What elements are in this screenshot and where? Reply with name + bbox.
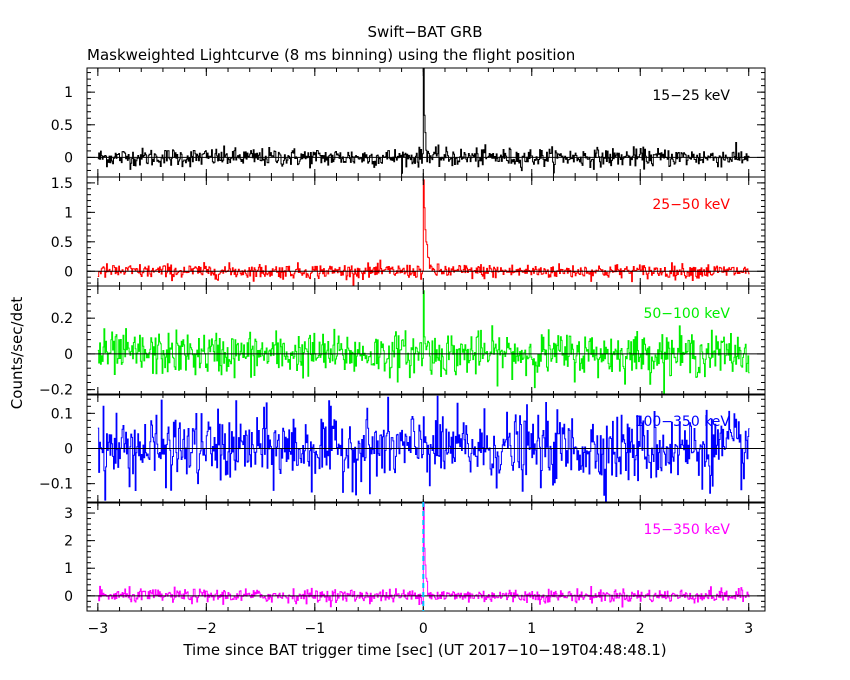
band-label: 50−100 keV (643, 306, 730, 322)
panel-4: −0.1 0 0.1 100−350 keV (39, 393, 766, 504)
y-tick-label: 1 (64, 561, 73, 577)
panel-frame (86, 285, 766, 396)
y-tick-label: 0.1 (51, 406, 73, 422)
y-tick-label: 0.5 (51, 118, 73, 134)
y-tick-label: 1 (64, 85, 73, 101)
y-tick-label: 1 (64, 205, 73, 221)
x-tick-label: 3 (744, 621, 753, 637)
series-line-4 (97, 395, 750, 502)
x-tick-label: −3 (88, 621, 109, 637)
series-line-2 (97, 179, 750, 286)
x-tick-label: 0 (419, 621, 428, 637)
y-tick-label: 0 (64, 589, 73, 605)
series-line-5 (97, 502, 750, 608)
panel-frame (86, 501, 766, 612)
y-tick-label: 0.5 (51, 235, 73, 251)
y-tick-label: −0.2 (39, 383, 73, 399)
panel-1: 0 0.5 1 15−25 keV (51, 67, 766, 178)
band-label: 15−25 keV (652, 88, 730, 104)
y-tick-label: 3 (64, 506, 73, 522)
x-tick-label: 2 (636, 621, 645, 637)
y-tick-label: 0 (64, 264, 73, 280)
x-tick-label: 1 (527, 621, 536, 637)
chart-subtitle: Maskweighted Lightcurve (8 ms binning) u… (87, 46, 575, 64)
band-label: 25−50 keV (652, 197, 730, 213)
y-tick-label: −0.1 (39, 477, 73, 493)
panel-5: 0 1 2 3 15−350 keV (64, 501, 766, 612)
x-axis: −3 −2 −1 0 1 2 3 (88, 621, 754, 637)
band-label: 100−350 keV (635, 414, 731, 430)
panel-2: 0 0.5 1 1.5 25−50 keV (51, 176, 766, 287)
panels-group: 0 0.5 1 15−25 keV 0 0.5 1 1.5 25−50 keV −0.2 0 0.2 5… (39, 67, 766, 612)
panel-3: −0.2 0 0.2 50−100 keV (39, 285, 766, 399)
chart-title: Swift−BAT GRB (367, 23, 482, 41)
x-axis-label: Time since BAT trigger time [sec] (UT 20… (182, 641, 666, 659)
band-label: 15−350 keV (643, 522, 730, 538)
y-tick-label: 0 (64, 442, 73, 458)
y-axis-label: Counts/sec/det (8, 297, 26, 410)
y-tick-label: 0 (64, 150, 73, 166)
y-tick-label: 2 (64, 534, 73, 550)
y-tick-label: 0 (64, 347, 73, 363)
x-tick-label: −2 (196, 621, 217, 637)
y-tick-label: 0.2 (51, 311, 73, 327)
series-line-1 (97, 68, 750, 174)
y-tick-label: 1.5 (51, 176, 73, 192)
x-tick-label: −1 (304, 621, 325, 637)
